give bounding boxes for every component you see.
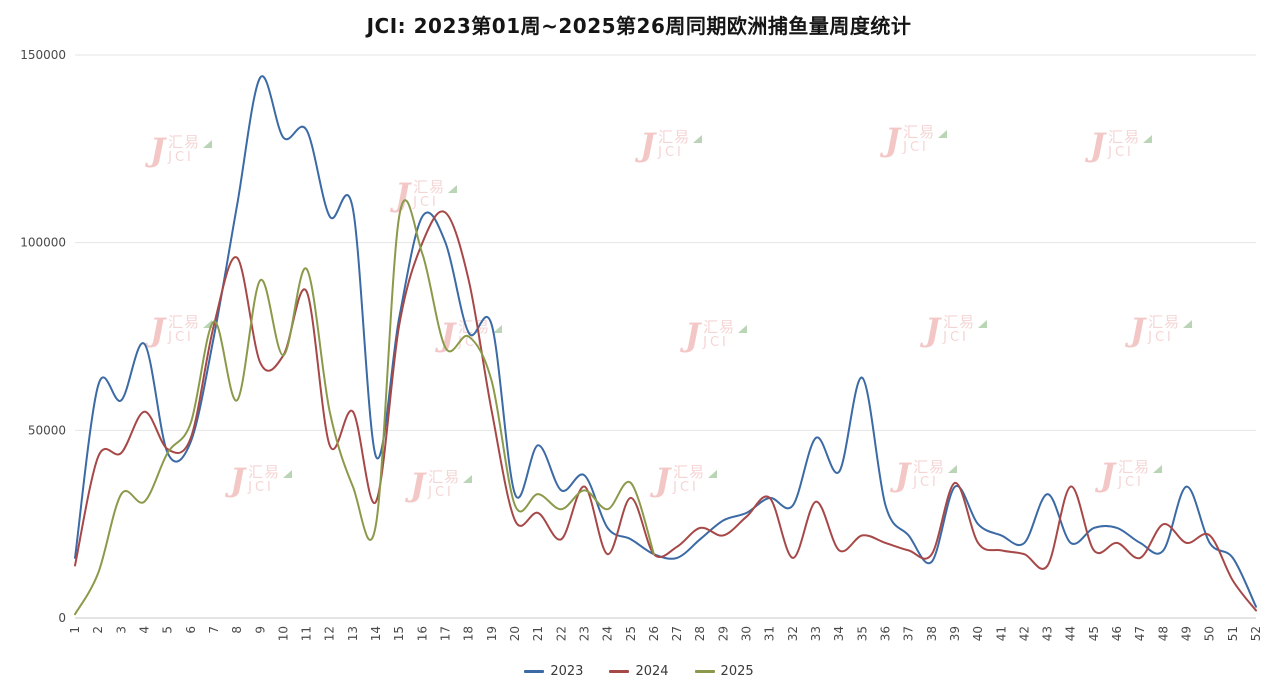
- legend-swatch-2023: [524, 670, 545, 673]
- x-tick-label: 37: [902, 626, 916, 641]
- x-tick-label: 44: [1064, 626, 1078, 641]
- x-tick-label: 13: [346, 626, 360, 641]
- x-tick-label: 2: [91, 626, 105, 634]
- x-tick-label: 30: [740, 626, 754, 641]
- x-tick-label: 7: [207, 626, 221, 634]
- x-tick-label: 14: [369, 626, 383, 641]
- x-tick-label: 52: [1249, 626, 1263, 641]
- x-tick-label: 32: [786, 626, 800, 641]
- legend: 2023 2024 2025: [0, 664, 1278, 679]
- x-tick-label: 22: [554, 626, 568, 641]
- legend-item-2024[interactable]: 2024: [609, 664, 669, 679]
- x-tick-label: 49: [1180, 626, 1194, 641]
- x-tick-label: 31: [763, 626, 777, 641]
- x-tick-label: 50: [1203, 626, 1217, 641]
- series-line-2024: [74, 210, 1257, 612]
- y-tick-label: 0: [58, 611, 66, 625]
- x-tick-label: 26: [647, 626, 661, 641]
- x-tick-label: 21: [531, 626, 545, 641]
- legend-swatch-2025: [694, 670, 715, 673]
- x-tick-label: 20: [508, 626, 522, 641]
- x-tick-label: 43: [1041, 626, 1055, 641]
- x-tick-label: 19: [485, 626, 499, 641]
- x-tick-label: 36: [878, 626, 892, 641]
- x-tick-label: 41: [994, 626, 1008, 641]
- series-line-2023: [74, 75, 1257, 608]
- series-line-2025: [74, 199, 655, 616]
- x-tick-label: 38: [925, 626, 939, 641]
- legend-label-2024: 2024: [635, 664, 669, 679]
- x-tick-label: 17: [439, 626, 453, 641]
- x-tick-label: 27: [670, 626, 684, 641]
- x-tick-label: 11: [300, 626, 314, 641]
- x-tick-label: 51: [1226, 626, 1240, 641]
- y-tick-label: 50000: [28, 423, 66, 437]
- x-tick-label: 5: [161, 626, 175, 634]
- legend-swatch-2024: [609, 670, 630, 673]
- x-tick-label: 28: [693, 626, 707, 641]
- x-tick-label: 39: [948, 626, 962, 641]
- y-tick-label: 150000: [20, 48, 66, 62]
- legend-label-2025: 2025: [720, 664, 754, 679]
- x-tick-label: 16: [415, 626, 429, 641]
- x-tick-label: 23: [577, 626, 591, 641]
- x-tick-label: 34: [832, 626, 846, 641]
- x-tick-label: 47: [1133, 626, 1147, 641]
- x-tick-label: 8: [230, 626, 244, 634]
- x-tick-label: 24: [601, 626, 615, 641]
- x-tick-label: 35: [855, 626, 869, 641]
- x-tick-label: 29: [716, 626, 730, 641]
- x-tick-label: 12: [323, 626, 337, 641]
- x-tick-label: 6: [184, 626, 198, 634]
- x-tick-label: 46: [1110, 626, 1124, 641]
- x-tick-label: 18: [462, 626, 476, 641]
- x-tick-label: 45: [1087, 626, 1101, 641]
- legend-item-2023[interactable]: 2023: [524, 664, 583, 679]
- legend-label-2023: 2023: [550, 664, 584, 679]
- x-tick-label: 10: [276, 626, 290, 641]
- x-tick-label: 33: [809, 626, 823, 641]
- x-tick-label: 42: [1017, 626, 1031, 641]
- y-tick-label: 100000: [20, 236, 66, 250]
- x-tick-label: 3: [114, 626, 128, 634]
- chart-title: JCI: 2023第01周~2025第26周同期欧洲捕鱼量周度统计: [366, 14, 912, 38]
- x-tick-label: 40: [971, 626, 985, 641]
- x-tick-label: 48: [1156, 626, 1170, 641]
- legend-item-2025[interactable]: 2025: [694, 664, 754, 679]
- x-tick-label: 1: [68, 626, 82, 634]
- x-tick-label: 25: [624, 626, 638, 641]
- x-tick-label: 4: [137, 626, 151, 634]
- x-tick-label: 9: [253, 626, 267, 634]
- x-tick-label: 15: [392, 626, 406, 641]
